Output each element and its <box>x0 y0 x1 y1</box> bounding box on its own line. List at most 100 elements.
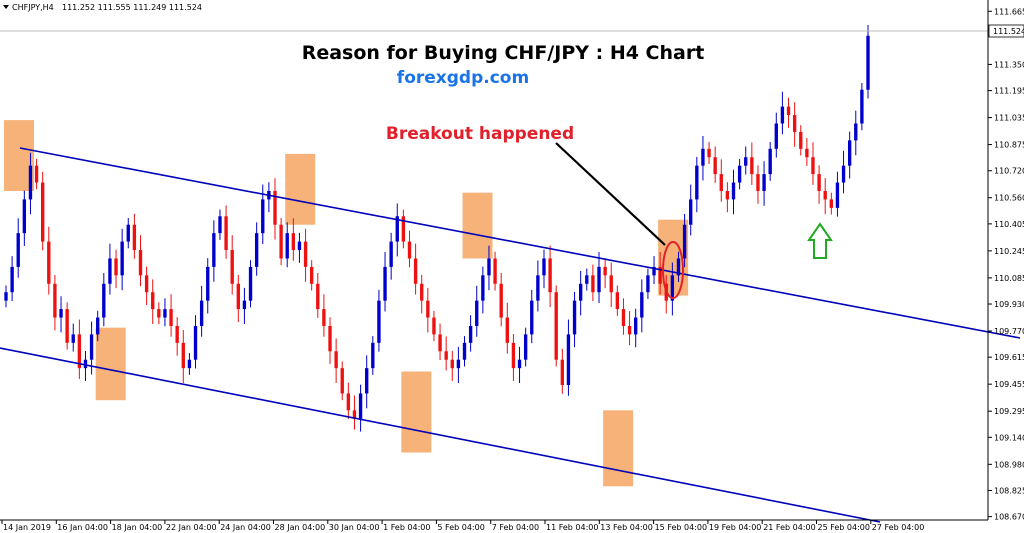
candle-body <box>511 342 516 369</box>
candle-body <box>615 292 620 310</box>
price-tick-label: 108.980 <box>994 460 1024 469</box>
current-price-tag <box>988 24 1024 38</box>
candle-body <box>316 283 320 310</box>
candle-body <box>218 216 222 234</box>
candle-body <box>224 216 228 251</box>
candle-body <box>322 309 326 326</box>
time-tick-label: 7 Feb 04:00 <box>492 523 539 532</box>
candle-body <box>475 300 479 326</box>
candle-body <box>248 266 253 301</box>
breakout-ellipse <box>662 241 684 299</box>
candle-body <box>762 174 766 191</box>
price-tick-label: 109.615 <box>994 353 1024 362</box>
candle-body <box>273 190 277 225</box>
candle-body <box>481 275 485 301</box>
candle-body <box>71 334 75 343</box>
candle-body <box>578 283 583 301</box>
candle-body <box>707 148 711 158</box>
candle-body <box>499 283 503 318</box>
candle-body <box>640 292 644 318</box>
candle-body <box>65 309 69 343</box>
candle-body <box>676 258 681 276</box>
price-tick-label: 109.770 <box>994 327 1024 336</box>
candle-body <box>187 359 192 369</box>
highlight-zone <box>401 371 432 453</box>
candle-body <box>358 393 363 419</box>
candle-body <box>658 266 662 284</box>
candle-body <box>126 224 130 242</box>
candle-body <box>792 115 797 132</box>
candle-body <box>731 182 736 200</box>
candle-body <box>4 292 8 301</box>
candle-body <box>652 266 656 276</box>
candle-body <box>89 334 94 360</box>
candle-body <box>530 300 534 335</box>
candle-body <box>59 309 63 318</box>
candle-body <box>609 275 613 293</box>
candle-body <box>108 258 112 284</box>
chart-title: Reason for Buying CHF/JPY : H4 Chart <box>302 42 705 64</box>
candle-body <box>242 300 247 310</box>
candle-body <box>40 182 45 242</box>
symbol-dropdown-icon[interactable] <box>3 5 9 9</box>
candle-body <box>554 292 558 360</box>
price-tick-label: 110.560 <box>994 194 1024 203</box>
candle-body <box>297 241 302 251</box>
candle-body <box>841 165 846 183</box>
candle-body <box>395 216 399 242</box>
time-tick-label: 24 Jan 04:00 <box>220 523 271 532</box>
candle-body <box>450 359 454 369</box>
candle-body <box>737 165 742 183</box>
candle-body <box>805 148 809 158</box>
candle-body <box>646 275 650 293</box>
time-tick-label: 21 Feb 04:00 <box>763 523 815 532</box>
candle-body <box>701 148 705 166</box>
candle-body <box>487 258 491 276</box>
candle-body <box>866 35 870 90</box>
time-tick-label: 28 Jan 04:00 <box>275 523 326 532</box>
candle-body <box>493 258 497 284</box>
candle-body <box>383 266 387 301</box>
candle-body <box>462 342 467 360</box>
candle-body <box>523 334 528 360</box>
price-tick-label: 109.140 <box>994 433 1024 442</box>
candle-body <box>621 309 626 326</box>
highlight-zone <box>603 410 634 487</box>
candle-body <box>517 359 522 369</box>
candle-body <box>817 174 821 191</box>
candle-body <box>279 224 283 259</box>
candle-body <box>689 199 693 225</box>
candle-body <box>346 393 351 411</box>
candle-body <box>438 334 442 352</box>
price-tick-label: 108.825 <box>994 486 1024 495</box>
price-tick-label: 110.085 <box>994 274 1024 283</box>
candle-body <box>151 292 155 310</box>
candle-body <box>401 216 406 242</box>
candle-body <box>854 123 858 141</box>
candle-body <box>254 233 259 267</box>
candle-body <box>548 258 552 293</box>
candle-body <box>16 233 20 267</box>
candle-body <box>212 233 216 267</box>
candle-body <box>340 368 344 394</box>
candle-body <box>505 317 509 343</box>
price-tick-label: 110.720 <box>994 167 1024 176</box>
candle-body <box>34 165 39 183</box>
highlight-zone <box>95 327 126 401</box>
candle-body <box>432 317 436 335</box>
candle-body <box>261 199 265 234</box>
candle-body <box>860 89 864 124</box>
candle-body <box>83 359 88 369</box>
price-tick-label: 109.930 <box>994 300 1024 309</box>
candle-body <box>371 342 375 369</box>
candle-body <box>597 266 601 293</box>
candle-body <box>169 309 173 326</box>
price-tick-label: 111.665 <box>994 7 1024 16</box>
buy-arrow-icon <box>807 222 833 259</box>
candle-body <box>132 224 137 251</box>
candle-body <box>786 106 791 116</box>
candle-body <box>603 266 607 276</box>
price-tick-label: 109.295 <box>994 407 1024 416</box>
candle-body <box>10 266 14 293</box>
time-tick-label: 27 Feb 04:00 <box>872 523 924 532</box>
